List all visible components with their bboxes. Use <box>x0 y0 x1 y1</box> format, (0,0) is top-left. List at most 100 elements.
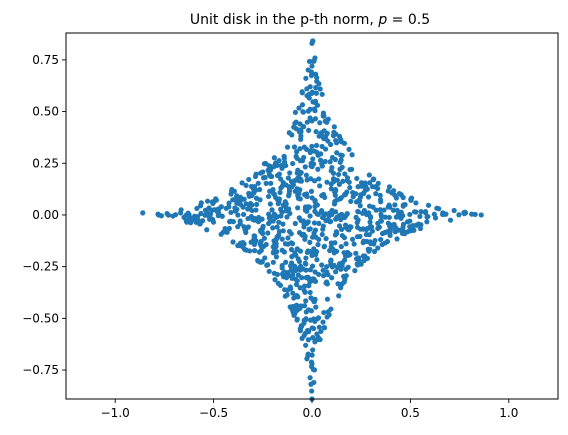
scatter-point <box>324 179 330 185</box>
scatter-point <box>297 146 303 152</box>
scatter-point <box>321 113 327 119</box>
scatter-point <box>255 257 261 264</box>
scatter-point <box>266 171 273 177</box>
scatter-point <box>298 136 304 142</box>
scatter-point <box>329 165 335 171</box>
scatter-point <box>269 207 275 213</box>
scatter-point <box>318 328 324 335</box>
y-axis: −0.75 −0.50 −0.25 0.00 0.25 0.50 0.75 <box>22 53 66 377</box>
scatter-point <box>321 128 327 134</box>
scatter-point <box>257 197 263 203</box>
scatter-point <box>334 197 340 203</box>
scatter-point <box>434 205 440 211</box>
scatter-point <box>282 199 288 205</box>
scatter-point <box>309 63 315 69</box>
scatter-point <box>271 155 277 161</box>
scatter-point <box>390 207 397 213</box>
scatter-point <box>377 192 383 199</box>
scatter-point <box>319 143 325 150</box>
scatter-point <box>320 223 326 229</box>
scatter-point <box>328 186 334 192</box>
scatter-point <box>386 202 392 208</box>
scatter-point <box>334 150 340 156</box>
scatter-point <box>266 268 272 274</box>
scatter-point <box>311 367 318 373</box>
scatter-point <box>283 162 289 169</box>
scatter-point <box>251 241 258 247</box>
scatter-point <box>294 246 300 252</box>
scatter-point <box>308 308 314 314</box>
scatter-point <box>323 236 329 242</box>
scatter-point <box>281 153 287 159</box>
scatter-point <box>341 257 348 263</box>
scatter-point <box>310 347 316 353</box>
scatter-point <box>315 315 322 321</box>
scatter-point <box>302 260 308 266</box>
scatter-point <box>286 193 292 199</box>
scatter-point <box>341 250 347 256</box>
scatter-point <box>292 220 298 227</box>
scatter-point <box>268 180 274 186</box>
scatter-point <box>240 244 246 250</box>
scatter-point <box>270 218 276 224</box>
scatter-point <box>369 228 376 234</box>
scatter-point <box>312 269 318 275</box>
scatter-point <box>280 221 286 227</box>
scatter-point <box>308 359 315 365</box>
scatter-point <box>266 211 272 217</box>
scatter-point <box>375 245 381 251</box>
scatter-point <box>140 210 146 216</box>
scatter-point <box>318 131 324 137</box>
scatter-point <box>313 90 319 96</box>
scatter-point <box>289 254 295 260</box>
scatter-point <box>363 183 369 190</box>
scatter-point <box>299 231 305 237</box>
scatter-point <box>321 309 327 316</box>
scatter-point <box>235 212 241 218</box>
scatter-point <box>347 224 353 230</box>
scatter-point <box>284 292 290 298</box>
scatter-point <box>346 146 352 153</box>
scatter-point <box>324 264 330 270</box>
scatter-point <box>360 226 366 232</box>
scatter-point <box>413 222 419 228</box>
scatter-point <box>325 116 331 122</box>
scatter-point <box>305 337 311 343</box>
scatter-point <box>202 207 209 213</box>
scatter-point <box>309 388 315 394</box>
scatter-point <box>243 229 249 236</box>
scatter-point <box>311 379 317 386</box>
scatter-point <box>359 210 366 216</box>
scatter-point <box>297 121 303 127</box>
scatter-point <box>204 227 210 233</box>
scatter-point <box>299 266 305 272</box>
scatter-point <box>387 232 393 238</box>
scatter-point <box>320 273 327 279</box>
scatter-point <box>340 178 346 184</box>
scatter-point <box>322 158 328 165</box>
scatter-point <box>355 209 361 215</box>
scatter-point <box>310 335 316 341</box>
scatter-point <box>309 325 315 331</box>
scatter-point <box>290 309 296 315</box>
title-math-value: = 0.5 <box>387 12 430 28</box>
scatter-point <box>324 279 330 285</box>
scatter-point <box>304 208 310 214</box>
scatter-point <box>425 202 432 208</box>
scatter-point <box>309 164 315 170</box>
scatter-point <box>424 214 430 220</box>
scatter-point <box>293 153 299 159</box>
scatter-point <box>209 199 216 205</box>
scatter-point <box>333 229 340 235</box>
scatter-point <box>307 289 313 296</box>
scatter-point <box>249 202 255 208</box>
scatter-point <box>393 195 400 201</box>
scatter-point <box>312 197 318 204</box>
scatter-point <box>296 105 302 111</box>
scatter-point <box>307 239 313 245</box>
scatter-point <box>375 180 381 186</box>
scatter-point <box>315 242 321 248</box>
scatter-point <box>303 275 309 281</box>
scatter-point <box>312 339 318 345</box>
scatter-point <box>312 227 319 233</box>
